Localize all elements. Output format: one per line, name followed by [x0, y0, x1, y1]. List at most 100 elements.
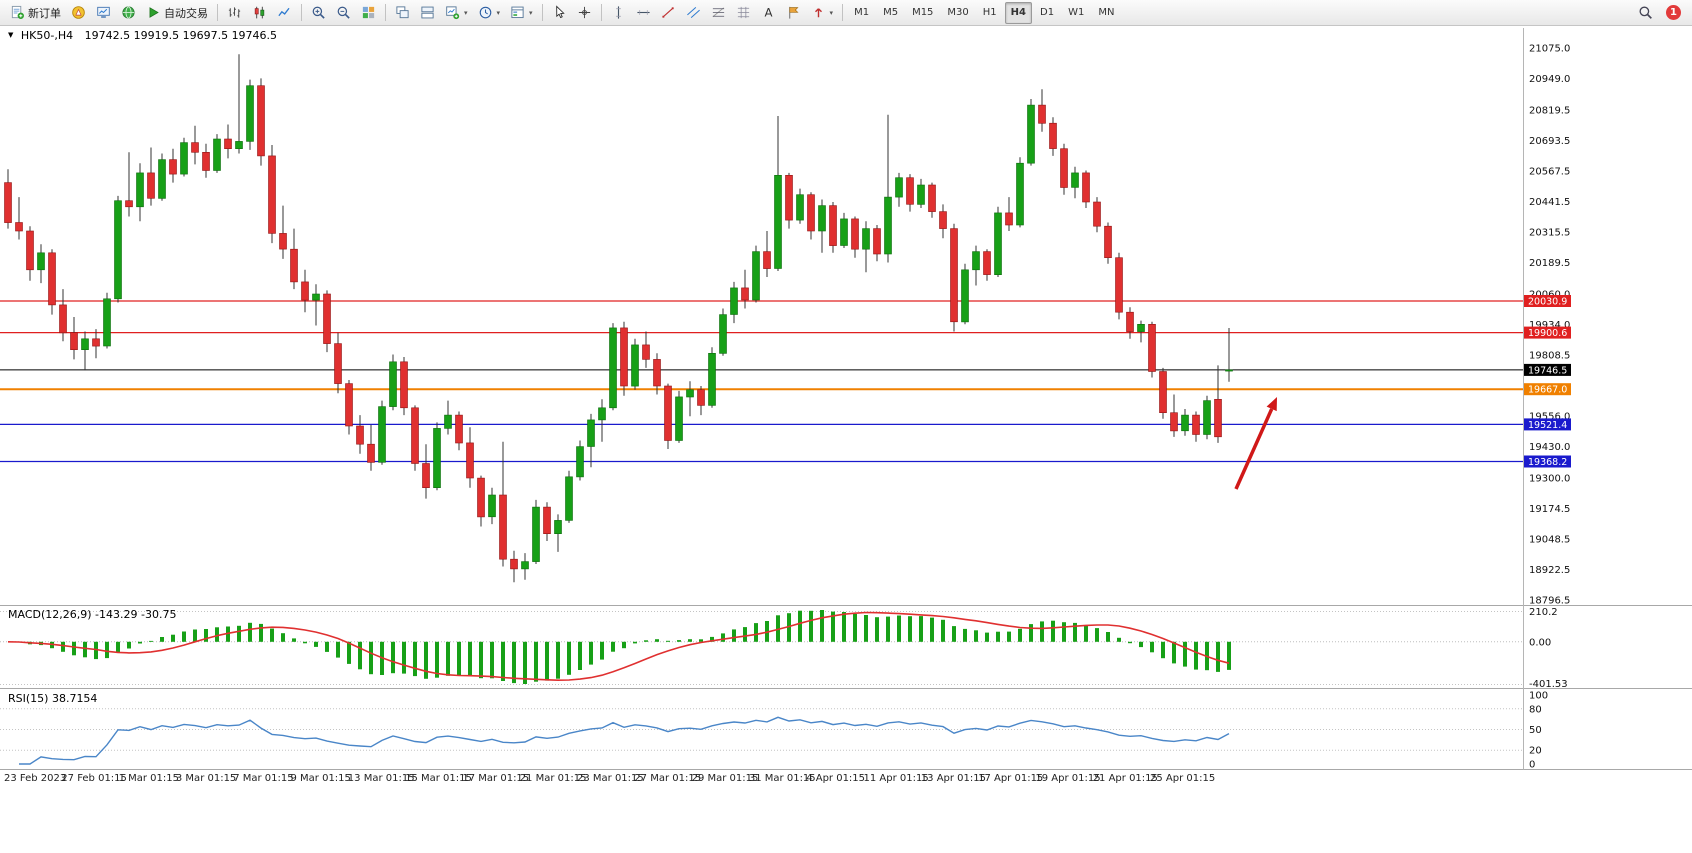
macd-indicator-label: MACD(12,26,9) -143.29 -30.75 [8, 608, 177, 621]
svg-text:15 Mar 01:15: 15 Mar 01:15 [405, 773, 472, 784]
arrange-icon [420, 5, 435, 20]
svg-text:19900.6: 19900.6 [1528, 328, 1567, 339]
timeframe-h1[interactable]: H1 [982, 7, 997, 18]
candlestick-chart-button[interactable] [248, 1, 271, 24]
price-axis[interactable]: 21075.0 20949.0 20819.5 20693.5 20567.5 20441… [1529, 44, 1570, 607]
svg-text:23 Mar 01:15: 23 Mar 01:15 [577, 773, 644, 784]
price-lines [0, 300, 1523, 463]
mql-wizard-button[interactable] [67, 1, 90, 24]
notification-badge[interactable]: 1 [1666, 5, 1681, 20]
svg-text:4 Apr 01:15: 4 Apr 01:15 [806, 773, 865, 784]
timeframe-h4[interactable]: H4 [1004, 1, 1032, 24]
candles [4, 54, 1233, 583]
chart-quote: 19742.5 19919.5 19697.5 19746.5 [84, 29, 278, 42]
svg-text:0: 0 [1529, 760, 1535, 771]
text-button[interactable]: A [757, 1, 780, 24]
svg-text:7 Mar 01:15: 7 Mar 01:15 [233, 773, 293, 784]
equidistant-channel-button[interactable] [682, 1, 705, 24]
trendline-button[interactable] [657, 1, 680, 24]
svg-text:19934.0: 19934.0 [1529, 320, 1570, 331]
vertical-line-button[interactable] [607, 1, 630, 24]
toolbar-separator [301, 4, 302, 21]
timeframe-m5[interactable]: M5 [883, 7, 899, 18]
newchart-icon [445, 5, 460, 20]
tile-icon [361, 5, 376, 20]
svg-text:18922.5: 18922.5 [1529, 565, 1570, 576]
fibonacci-button[interactable] [707, 1, 730, 24]
toolbar-separator [217, 4, 218, 21]
hatch-icon [736, 5, 751, 20]
tile-windows-button[interactable] [357, 1, 380, 24]
fibo-icon [711, 5, 726, 20]
line-chart-button[interactable] [273, 1, 296, 24]
new-chart-button[interactable]: ▾ [441, 1, 472, 24]
svg-text:3 Mar 01:15: 3 Mar 01:15 [176, 773, 236, 784]
cursor-icon [552, 5, 567, 20]
template-icon [510, 5, 525, 20]
shapes-button[interactable]: ▾ [807, 1, 838, 24]
candles-icon [252, 5, 267, 20]
cascade-windows-button[interactable] [391, 1, 414, 24]
svg-text:19430.0: 19430.0 [1529, 442, 1570, 453]
zoomin-icon [311, 5, 326, 20]
bar-chart-button[interactable] [223, 1, 246, 24]
cascade-icon [395, 5, 410, 20]
dropdown-caret-icon: ▾ [529, 8, 533, 17]
template-button[interactable]: ▾ [506, 1, 537, 24]
zoom-out-button[interactable] [332, 1, 355, 24]
svg-text:A: A [764, 6, 772, 20]
timeframe-m1[interactable]: M1 [854, 7, 870, 18]
horizontal-line-button[interactable] [632, 1, 655, 24]
auto-trading-button[interactable]: 自动交易 [142, 1, 212, 24]
rsi-panel[interactable]: 100 80 50 20 0 [0, 691, 1548, 771]
annotation-arrow[interactable] [1234, 397, 1277, 490]
textA-icon: A [761, 5, 776, 20]
svg-text:19368.2: 19368.2 [1528, 457, 1567, 468]
globe-icon [121, 5, 136, 20]
svg-text:31 Mar 01:15: 31 Mar 01:15 [749, 773, 816, 784]
svg-text:19667.0: 19667.0 [1528, 385, 1567, 396]
timeframe-d1[interactable]: D1 [1040, 7, 1055, 18]
svg-text:23 Feb 2023: 23 Feb 2023 [4, 773, 66, 784]
trend-icon [661, 5, 676, 20]
svg-text:21075.0: 21075.0 [1529, 44, 1570, 55]
market-watch-button[interactable] [117, 1, 140, 24]
svg-text:17 Mar 01:15: 17 Mar 01:15 [462, 773, 529, 784]
svg-text:20693.5: 20693.5 [1529, 136, 1570, 147]
search-button[interactable] [1634, 1, 1657, 24]
chart-window-title: ▼ HK50-,H4 19742.5 19919.5 19697.5 19746… [8, 29, 277, 42]
svg-text:13 Mar 01:15: 13 Mar 01:15 [348, 773, 415, 784]
timeframe-m15[interactable]: M15 [912, 7, 934, 18]
timeframe-w1[interactable]: W1 [1068, 7, 1085, 18]
svg-text:11 Apr 01:15: 11 Apr 01:15 [864, 773, 929, 784]
chart-symbol-period: HK50-,H4 [20, 29, 74, 42]
vline-icon [611, 5, 626, 20]
svg-text:1 Mar 01:15: 1 Mar 01:15 [119, 773, 179, 784]
macd-panel[interactable]: 210.2 0.00 -401.53 [0, 607, 1568, 690]
svg-text:19521.4: 19521.4 [1528, 420, 1567, 431]
svg-text:20189.5: 20189.5 [1529, 258, 1570, 269]
text-label-button[interactable] [782, 1, 805, 24]
svg-text:0.00: 0.00 [1529, 637, 1551, 648]
crosshair-button[interactable] [573, 1, 596, 24]
svg-text:27 Mar 01:15: 27 Mar 01:15 [634, 773, 701, 784]
period-selector-button[interactable]: ▾ [474, 1, 505, 24]
svg-text:20315.5: 20315.5 [1529, 228, 1570, 239]
cursor-button[interactable] [548, 1, 571, 24]
crosshair-icon [577, 5, 592, 20]
svg-text:50: 50 [1529, 725, 1542, 736]
toolbar-separator [385, 4, 386, 21]
timeframe-m30[interactable]: M30 [947, 7, 969, 18]
grid-button[interactable] [732, 1, 755, 24]
svg-text:20567.5: 20567.5 [1529, 167, 1570, 178]
zoom-in-button[interactable] [307, 1, 330, 24]
svg-text:25 Apr 01:15: 25 Apr 01:15 [1150, 773, 1215, 784]
chart-menu-icon[interactable]: ▼ [8, 31, 14, 39]
data-window-button[interactable] [92, 1, 115, 24]
timeframe-mn[interactable]: MN [1098, 7, 1115, 18]
new-order-button[interactable]: 新订单 [6, 1, 65, 24]
svg-text:20819.5: 20819.5 [1529, 106, 1570, 117]
arrange-windows-button[interactable] [416, 1, 439, 24]
